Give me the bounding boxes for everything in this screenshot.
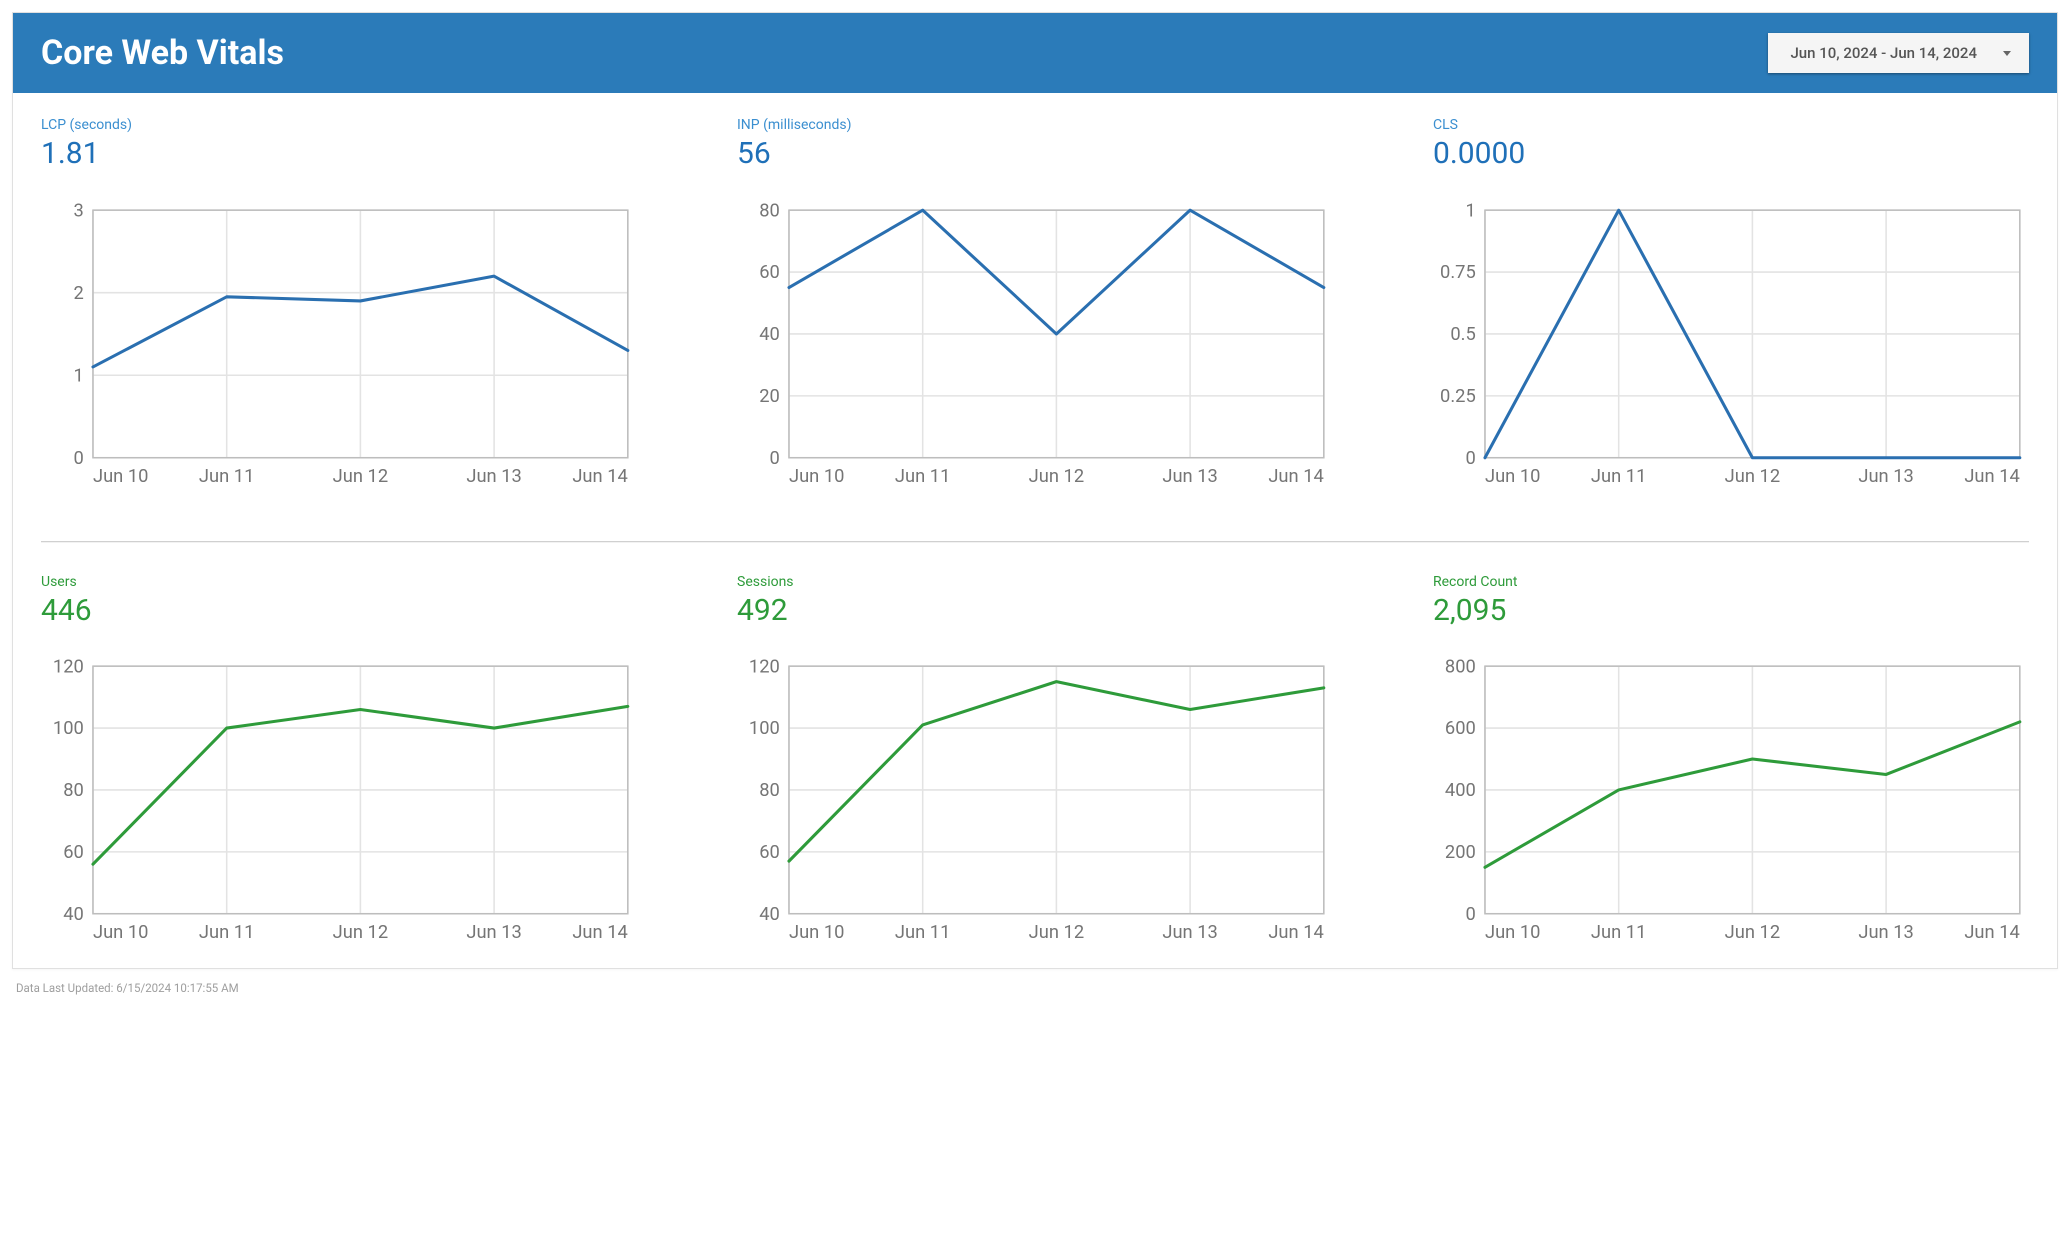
svg-text:Jun 14: Jun 14 bbox=[1268, 466, 1324, 487]
svg-text:120: 120 bbox=[53, 657, 84, 677]
metrics-row-traffic: Users 446 40 60 80 100 120 Jun 10 Jun 11 Jun 12 Ju… bbox=[41, 574, 2029, 958]
svg-text:0.75: 0.75 bbox=[1440, 262, 1476, 283]
metric-lcp-value: 1.81 bbox=[41, 135, 637, 173]
svg-text:Jun 10: Jun 10 bbox=[1485, 923, 1541, 944]
section-divider bbox=[41, 541, 2029, 542]
metric-users-chart: 40 60 80 100 120 Jun 10 Jun 11 Jun 12 Jun 13 Jun … bbox=[41, 657, 637, 947]
metric-cls-chart: 0 0.25 0.5 0.75 1 Jun 10 Jun 11 Jun 12 Jun 13 Jun… bbox=[1433, 201, 2029, 491]
svg-text:Jun 12: Jun 12 bbox=[1029, 923, 1085, 944]
svg-text:Jun 10: Jun 10 bbox=[789, 466, 845, 487]
metric-record_count-chart: 0 200 400 600 800 Jun 10 Jun 11 Jun 12 Jun 13 Jun… bbox=[1433, 657, 2029, 947]
dashboard-body: LCP (seconds) 1.81 0 1 2 3 Jun 10 Jun 11 Jun 12 J… bbox=[13, 93, 2057, 968]
svg-text:200: 200 bbox=[1445, 842, 1476, 863]
metric-sessions-value: 492 bbox=[737, 592, 1333, 630]
svg-text:Jun 11: Jun 11 bbox=[895, 923, 951, 944]
metrics-row-vitals: LCP (seconds) 1.81 0 1 2 3 Jun 10 Jun 11 Jun 12 J… bbox=[41, 117, 2029, 501]
svg-text:1: 1 bbox=[73, 365, 83, 386]
svg-text:0: 0 bbox=[1465, 904, 1475, 925]
metric-lcp-chart: 0 1 2 3 Jun 10 Jun 11 Jun 12 Jun 13 Jun 14 bbox=[41, 201, 637, 491]
metric-record_count-value: 2,095 bbox=[1433, 592, 2029, 630]
svg-text:Jun 12: Jun 12 bbox=[333, 466, 389, 487]
svg-text:Jun 14: Jun 14 bbox=[1964, 466, 2020, 487]
svg-text:Jun 12: Jun 12 bbox=[1029, 466, 1085, 487]
svg-text:Jun 10: Jun 10 bbox=[1485, 466, 1541, 487]
svg-text:Jun 11: Jun 11 bbox=[895, 466, 951, 487]
metric-cls-title: CLS bbox=[1433, 117, 2029, 133]
svg-text:100: 100 bbox=[749, 719, 780, 740]
svg-text:Jun 13: Jun 13 bbox=[1858, 466, 1914, 487]
metric-lcp-title: LCP (seconds) bbox=[41, 117, 637, 133]
svg-text:Jun 10: Jun 10 bbox=[93, 923, 148, 944]
svg-text:Jun 14: Jun 14 bbox=[572, 923, 628, 944]
metric-sessions: Sessions 492 40 60 80 100 120 Jun 10 Jun 11 Jun 1… bbox=[737, 574, 1333, 948]
svg-text:Jun 11: Jun 11 bbox=[1591, 923, 1647, 944]
svg-text:0: 0 bbox=[1465, 447, 1475, 468]
svg-text:Jun 11: Jun 11 bbox=[1591, 466, 1647, 487]
header-bar: Core Web Vitals Jun 10, 2024 - Jun 14, 2… bbox=[13, 13, 2057, 93]
svg-text:0.25: 0.25 bbox=[1440, 385, 1476, 406]
svg-text:0.5: 0.5 bbox=[1450, 324, 1475, 345]
metric-inp-chart: 0 20 40 60 80 Jun 10 Jun 11 Jun 12 Jun 13 Jun 14 bbox=[737, 201, 1333, 491]
dashboard-page: Core Web Vitals Jun 10, 2024 - Jun 14, 2… bbox=[0, 12, 2070, 995]
svg-text:20: 20 bbox=[759, 385, 780, 406]
metric-cls: CLS 0.0000 0 0.25 0.5 0.75 1 Jun 10 Jun 11 Jun 12… bbox=[1433, 117, 2029, 491]
svg-text:Jun 10: Jun 10 bbox=[789, 923, 845, 944]
svg-text:Jun 13: Jun 13 bbox=[466, 466, 522, 487]
svg-text:40: 40 bbox=[759, 904, 780, 925]
svg-text:40: 40 bbox=[63, 904, 84, 925]
metric-users: Users 446 40 60 80 100 120 Jun 10 Jun 11 Jun 12 Ju… bbox=[41, 574, 637, 948]
svg-text:Jun 14: Jun 14 bbox=[1964, 923, 2020, 944]
svg-text:Jun 14: Jun 14 bbox=[572, 466, 628, 487]
metric-inp-value: 56 bbox=[737, 135, 1333, 173]
metric-sessions-title: Sessions bbox=[737, 574, 1333, 590]
page-title: Core Web Vitals bbox=[41, 33, 284, 73]
svg-text:600: 600 bbox=[1445, 719, 1476, 740]
svg-text:0: 0 bbox=[73, 447, 83, 468]
svg-text:Jun 12: Jun 12 bbox=[1725, 466, 1781, 487]
metric-cls-value: 0.0000 bbox=[1433, 135, 2029, 173]
svg-text:100: 100 bbox=[53, 719, 84, 740]
svg-text:40: 40 bbox=[759, 324, 780, 345]
svg-text:1: 1 bbox=[1465, 201, 1475, 221]
date-range-picker[interactable]: Jun 10, 2024 - Jun 14, 2024 bbox=[1768, 33, 2029, 73]
svg-text:Jun 11: Jun 11 bbox=[199, 923, 255, 944]
svg-text:Jun 11: Jun 11 bbox=[199, 466, 255, 487]
svg-text:Jun 13: Jun 13 bbox=[1162, 466, 1218, 487]
svg-text:Jun 10: Jun 10 bbox=[93, 466, 148, 487]
svg-text:Jun 13: Jun 13 bbox=[466, 923, 522, 944]
chevron-down-icon bbox=[2003, 51, 2011, 56]
metric-record_count: Record Count 2,095 0 200 400 600 800 Jun 10 Jun … bbox=[1433, 574, 2029, 948]
svg-text:80: 80 bbox=[63, 780, 84, 801]
last-updated-footer: Data Last Updated: 6/15/2024 10:17:55 AM bbox=[16, 981, 2070, 995]
svg-text:Jun 12: Jun 12 bbox=[333, 923, 389, 944]
date-range-label: Jun 10, 2024 - Jun 14, 2024 bbox=[1790, 44, 1977, 62]
svg-text:2: 2 bbox=[73, 282, 83, 303]
svg-text:Jun 12: Jun 12 bbox=[1725, 923, 1781, 944]
svg-text:60: 60 bbox=[759, 842, 780, 863]
svg-text:120: 120 bbox=[749, 657, 780, 677]
svg-text:Jun 13: Jun 13 bbox=[1162, 923, 1218, 944]
svg-text:0: 0 bbox=[769, 447, 779, 468]
svg-text:3: 3 bbox=[73, 201, 83, 221]
dashboard-card: Core Web Vitals Jun 10, 2024 - Jun 14, 2… bbox=[12, 12, 2058, 969]
svg-text:80: 80 bbox=[759, 780, 780, 801]
svg-text:400: 400 bbox=[1445, 780, 1476, 801]
metric-users-title: Users bbox=[41, 574, 637, 590]
metric-sessions-chart: 40 60 80 100 120 Jun 10 Jun 11 Jun 12 Jun 13 Jun … bbox=[737, 657, 1333, 947]
metric-inp-title: INP (milliseconds) bbox=[737, 117, 1333, 133]
metric-lcp: LCP (seconds) 1.81 0 1 2 3 Jun 10 Jun 11 Jun 12 J… bbox=[41, 117, 637, 491]
svg-text:60: 60 bbox=[759, 262, 780, 283]
metric-record_count-title: Record Count bbox=[1433, 574, 2029, 590]
svg-text:80: 80 bbox=[759, 201, 780, 221]
svg-text:Jun 14: Jun 14 bbox=[1268, 923, 1324, 944]
svg-text:60: 60 bbox=[63, 842, 84, 863]
svg-text:800: 800 bbox=[1445, 657, 1476, 677]
metric-users-value: 446 bbox=[41, 592, 637, 630]
metric-inp: INP (milliseconds) 56 0 20 40 60 80 Jun 10 Jun 1… bbox=[737, 117, 1333, 491]
svg-text:Jun 13: Jun 13 bbox=[1858, 923, 1914, 944]
